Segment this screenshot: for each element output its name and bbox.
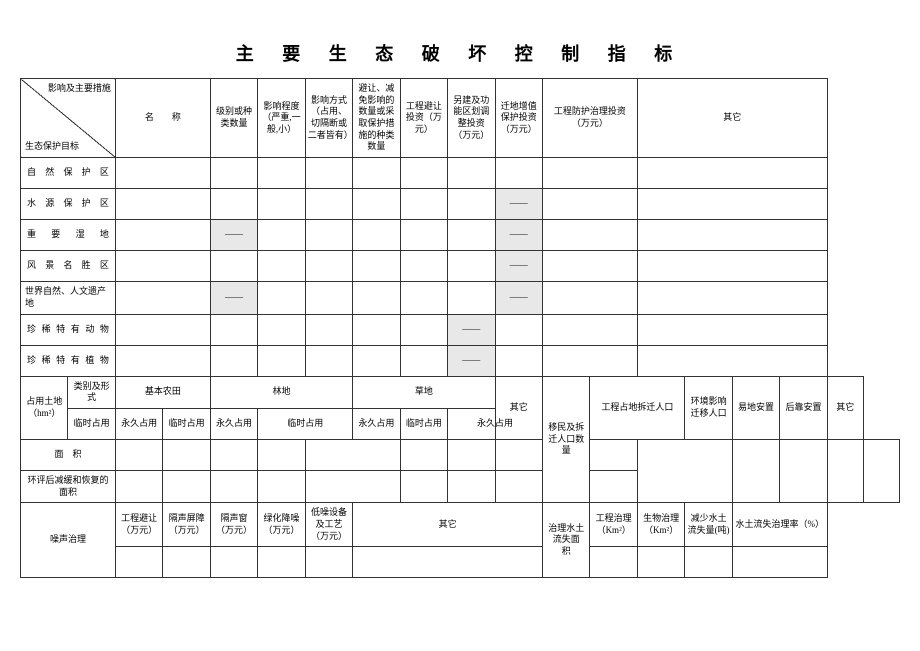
soil-c1: 工程治理（Km²）: [590, 503, 637, 547]
col-other: 其它: [637, 79, 827, 158]
relocate-c1: 工程占地拆迁人口: [590, 376, 685, 439]
noise-c5: 低噪设备及工艺（万元）: [305, 503, 352, 547]
dash-cell: ——: [448, 314, 495, 345]
soil-c2: 生物治理（Km²）: [637, 503, 684, 547]
dash-cell: ——: [495, 251, 542, 282]
noise-c4: 绿化降噪（万元）: [258, 503, 305, 547]
dash-cell: ——: [210, 282, 257, 314]
col-invest-protect: 工程防护治理投资（万元）: [542, 79, 637, 158]
land-farmland: 基本农田: [115, 376, 210, 408]
col-avoid: 避让、减免影响的数量或采取保护措施的种类数量: [353, 79, 400, 158]
land-perm-h: 永久占用: [353, 408, 400, 439]
land-perm-h: 永久占用: [448, 408, 543, 439]
soil-c3: 减少水土流失量(吨): [685, 503, 732, 547]
noise-c6: 其它: [353, 503, 543, 547]
noise-c3: 隔声窗（万元）: [210, 503, 257, 547]
land-temp-h: 临时占用: [68, 408, 115, 439]
relocate-c5: 其它: [827, 376, 863, 439]
col-degree: 影响程度（严重,一般,小）: [258, 79, 305, 158]
row-heritage: 世界自然、人文遗产地: [21, 282, 116, 314]
dash-cell: ——: [210, 220, 257, 251]
land-perm-h: 永久占用: [210, 408, 257, 439]
land-forest: 林地: [210, 376, 352, 408]
col-level: 级别或种类数量: [210, 79, 257, 158]
main-table: 影响及主要措施 生态保护目标 名 称 级别或种类数量 影响程度（严重,一般,小）…: [20, 78, 900, 578]
land-recovered: 环评后减缓和恢复的面积: [21, 470, 116, 502]
row-nature: 自然保护区: [21, 158, 116, 189]
soil-label: 治理水土流失面 积: [542, 503, 589, 578]
col-method: 影响方式（占用、切隔断或二者皆有）: [305, 79, 352, 158]
diagonal-header: 影响及主要措施 生态保护目标: [21, 79, 116, 158]
land-temp-h: 临时占用: [400, 408, 447, 439]
noise-label: 噪声治理: [21, 503, 116, 578]
relocate-c2: 环境影响迁移人口: [685, 376, 732, 439]
dash-cell: ——: [495, 282, 542, 314]
row-animal: 珍稀特有动物: [21, 314, 116, 345]
land-perm-h: 永久占用: [115, 408, 162, 439]
land-area: 面 积: [21, 439, 116, 470]
row-plant: 珍稀特有植物: [21, 345, 116, 376]
land-temp-h: 临时占用: [258, 408, 353, 439]
dash-cell: ——: [448, 345, 495, 376]
dash-cell: ——: [495, 220, 542, 251]
noise-c1: 工程避让（万元）: [115, 503, 162, 547]
col-name: 名 称: [115, 79, 210, 158]
row-scenic: 风景名胜区: [21, 251, 116, 282]
row-water: 水源保护区: [21, 189, 116, 220]
noise-c2: 隔声屏障（万元）: [163, 503, 210, 547]
land-occupy: 占用土地（hm²）: [21, 376, 68, 439]
relocate-c3: 易地安置: [732, 376, 779, 439]
page-title: 主 要 生 态 破 坏 控 制 指 标: [20, 40, 900, 66]
land-temp-h: 临时占用: [163, 408, 210, 439]
col-invest-avoid: 工程避让投资（万元）: [400, 79, 447, 158]
land-grass: 草地: [353, 376, 495, 408]
land-type-form: 类别及形式: [68, 376, 115, 408]
dash-cell: ——: [495, 189, 542, 220]
relocate-c4: 后靠安置: [780, 376, 827, 439]
col-invest-relocate: 迁地增值保护投资（万元）: [495, 79, 542, 158]
soil-c4: 水土流失治理率（%）: [732, 503, 827, 547]
col-invest-rebuild: 另建及功能区划调整投资（万元）: [448, 79, 495, 158]
row-wetland: 重要湿地: [21, 220, 116, 251]
